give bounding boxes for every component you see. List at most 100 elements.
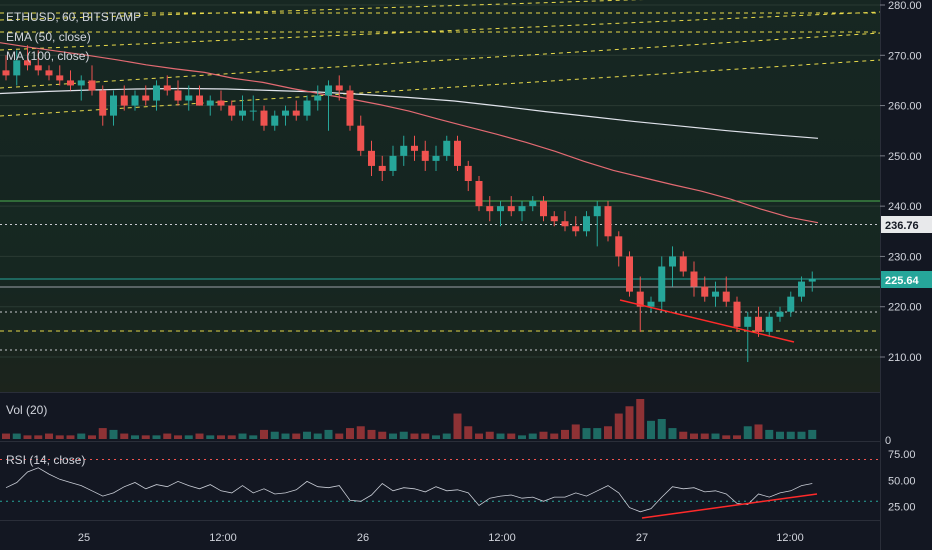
price-axis-ticks: 280.00 270.00 260.00 250.00 240.00 230.00 220.…: [880, 0, 922, 364]
candle-body: [142, 95, 150, 101]
candle-body: [174, 90, 182, 101]
candle-body: [464, 165, 472, 181]
candle-body: [110, 95, 117, 116]
candle-body: [572, 226, 580, 232]
volume-bar: [410, 433, 419, 439]
volume-bar: [765, 429, 774, 439]
candle-body: [196, 95, 203, 106]
time-label: 26: [357, 532, 369, 544]
volume-bar: [797, 431, 806, 439]
volume-pane[interactable]: [0, 393, 880, 441]
time-label: 12:00: [776, 532, 804, 544]
candle-body: [271, 115, 279, 126]
candle-body: [303, 100, 311, 116]
volume-bar: [184, 435, 193, 439]
channel-line: [0, 59, 881, 117]
candle-body: [518, 206, 526, 212]
candle-body: [690, 271, 698, 287]
candle-body: [486, 206, 494, 212]
volume-bar: [485, 431, 494, 439]
candle-body: [432, 155, 440, 161]
volume-bar: [722, 435, 731, 439]
volume-bar: [668, 428, 677, 439]
candle-body: [120, 95, 128, 106]
price-tick-label: 220.00: [888, 302, 922, 314]
volume-bar: [324, 429, 333, 439]
rsi-tick-label: 25.00: [888, 502, 916, 514]
volume-bar: [23, 435, 32, 439]
candles: [2, 45, 816, 363]
candle-body: [2, 70, 10, 76]
resistance-price-text: 236.76: [885, 220, 919, 232]
candle-body: [475, 181, 483, 207]
volume-bar: [260, 429, 268, 439]
candle-body: [292, 110, 300, 116]
volume-bar: [303, 431, 311, 439]
candle-body: [260, 110, 268, 126]
volume-bar: [346, 428, 354, 439]
candle-body: [411, 145, 418, 151]
volume-label: Vol (20): [6, 403, 47, 417]
candle-body: [153, 85, 160, 101]
volume-bar: [754, 424, 763, 439]
volume-bar: [550, 433, 559, 439]
candle-body: [228, 105, 236, 116]
candle-body: [733, 301, 741, 327]
rsi-pane[interactable]: [0, 442, 880, 520]
current-price-tag: [881, 271, 932, 288]
candle-body: [67, 80, 74, 86]
volume-bar: [313, 433, 322, 439]
candle-body: [658, 266, 666, 302]
candle-body: [378, 165, 386, 171]
volume-bar: [77, 433, 86, 439]
candle-body: [712, 291, 719, 297]
price-axis[interactable]: [880, 0, 932, 520]
candle-body: [77, 80, 85, 86]
candle-body: [239, 110, 246, 116]
candle-body: [798, 281, 805, 297]
candle-body: [325, 85, 332, 96]
volume-bar: [690, 433, 698, 439]
volume-bar: [356, 426, 365, 439]
volume-bar: [45, 433, 53, 439]
channel-line: [0, 11, 881, 51]
time-axis[interactable]: [0, 520, 932, 550]
candle-body: [45, 70, 53, 76]
volume-bar: [593, 428, 602, 439]
candle-body: [550, 216, 558, 222]
candle-body: [647, 301, 655, 307]
volume-bar: [475, 433, 483, 439]
volume-bar: [786, 431, 795, 439]
volume-bar: [217, 435, 225, 439]
time-axis-labels: 25 12:00 26 12:00 27 12:00: [78, 532, 804, 544]
volume-bar: [711, 433, 720, 439]
candle-body: [583, 216, 590, 232]
candle-body: [421, 150, 429, 161]
volume-bar: [743, 426, 752, 439]
candle-body: [615, 236, 623, 257]
volume-bar: [464, 426, 473, 439]
volume-bar: [378, 431, 387, 439]
candle-body: [701, 286, 709, 297]
volume-bar: [733, 435, 741, 439]
candle-body: [24, 60, 31, 66]
candle-body: [389, 155, 397, 171]
volume-bar: [88, 435, 96, 439]
channel-line: [0, 0, 645, 21]
volume-bar: [507, 433, 516, 439]
candle-body: [787, 296, 795, 312]
candle-body: [357, 125, 365, 151]
volume-axis-label: 0: [885, 435, 891, 447]
candle-body: [636, 291, 644, 307]
volume-bar: [539, 431, 548, 439]
time-label: 27: [636, 532, 648, 544]
price-tick-label: 280.00: [888, 0, 922, 12]
volume-bar: [12, 433, 21, 439]
candle-body: [56, 75, 64, 81]
current-price-text: 225.64: [885, 275, 920, 287]
price-tick-label: 240.00: [888, 201, 922, 213]
resistance-price-tag: [881, 216, 932, 233]
volume-bar: [625, 406, 634, 439]
candle-body: [335, 85, 343, 91]
